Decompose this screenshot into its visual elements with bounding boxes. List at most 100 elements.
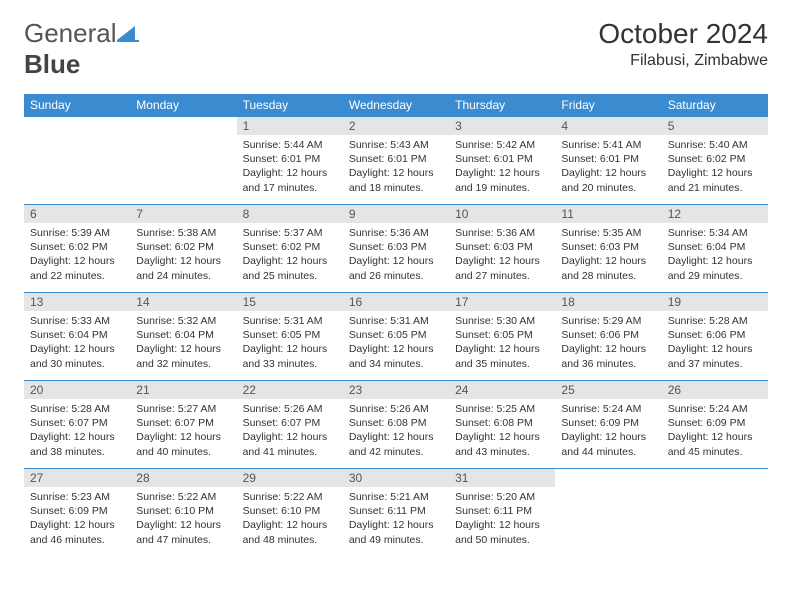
weekday-header: Wednesday: [343, 94, 449, 117]
sunset-text: Sunset: 6:08 PM: [455, 416, 549, 430]
day-number: 25: [555, 381, 661, 399]
day-number: 31: [449, 469, 555, 487]
day-number: 21: [130, 381, 236, 399]
daylight-text: Daylight: 12 hours and 26 minutes.: [349, 254, 443, 282]
calendar-cell: 15Sunrise: 5:31 AMSunset: 6:05 PMDayligh…: [237, 293, 343, 381]
calendar-cell: 29Sunrise: 5:22 AMSunset: 6:10 PMDayligh…: [237, 469, 343, 557]
sunset-text: Sunset: 6:05 PM: [349, 328, 443, 342]
sunset-text: Sunset: 6:11 PM: [349, 504, 443, 518]
day-details: Sunrise: 5:26 AMSunset: 6:08 PMDaylight:…: [343, 399, 449, 465]
calendar-cell: 25Sunrise: 5:24 AMSunset: 6:09 PMDayligh…: [555, 381, 661, 469]
sunrise-text: Sunrise: 5:29 AM: [561, 314, 655, 328]
day-number: 11: [555, 205, 661, 223]
daylight-text: Daylight: 12 hours and 18 minutes.: [349, 166, 443, 194]
day-details: Sunrise: 5:32 AMSunset: 6:04 PMDaylight:…: [130, 311, 236, 377]
calendar-cell: [130, 117, 236, 205]
day-number: 20: [24, 381, 130, 399]
day-number: 4: [555, 117, 661, 135]
sunset-text: Sunset: 6:01 PM: [561, 152, 655, 166]
calendar-cell: 31Sunrise: 5:20 AMSunset: 6:11 PMDayligh…: [449, 469, 555, 557]
calendar-cell: 5Sunrise: 5:40 AMSunset: 6:02 PMDaylight…: [662, 117, 768, 205]
sunset-text: Sunset: 6:02 PM: [668, 152, 762, 166]
daylight-text: Daylight: 12 hours and 37 minutes.: [668, 342, 762, 370]
calendar-cell: 4Sunrise: 5:41 AMSunset: 6:01 PMDaylight…: [555, 117, 661, 205]
location-label: Filabusi, Zimbabwe: [598, 52, 768, 70]
day-number: [130, 117, 236, 121]
daylight-text: Daylight: 12 hours and 42 minutes.: [349, 430, 443, 458]
sunset-text: Sunset: 6:06 PM: [561, 328, 655, 342]
day-details: Sunrise: 5:31 AMSunset: 6:05 PMDaylight:…: [237, 311, 343, 377]
day-details: Sunrise: 5:30 AMSunset: 6:05 PMDaylight:…: [449, 311, 555, 377]
calendar-row: 20Sunrise: 5:28 AMSunset: 6:07 PMDayligh…: [24, 381, 768, 469]
daylight-text: Daylight: 12 hours and 38 minutes.: [30, 430, 124, 458]
day-number: 29: [237, 469, 343, 487]
daylight-text: Daylight: 12 hours and 47 minutes.: [136, 518, 230, 546]
sunset-text: Sunset: 6:04 PM: [668, 240, 762, 254]
day-number: 8: [237, 205, 343, 223]
brand-right: Blue: [24, 49, 80, 79]
sunrise-text: Sunrise: 5:26 AM: [349, 402, 443, 416]
daylight-text: Daylight: 12 hours and 25 minutes.: [243, 254, 337, 282]
day-details: Sunrise: 5:25 AMSunset: 6:08 PMDaylight:…: [449, 399, 555, 465]
sunrise-text: Sunrise: 5:33 AM: [30, 314, 124, 328]
day-number: 15: [237, 293, 343, 311]
sunrise-text: Sunrise: 5:37 AM: [243, 226, 337, 240]
sunset-text: Sunset: 6:02 PM: [243, 240, 337, 254]
weekday-header: Sunday: [24, 94, 130, 117]
sunrise-text: Sunrise: 5:35 AM: [561, 226, 655, 240]
calendar-cell: 16Sunrise: 5:31 AMSunset: 6:05 PMDayligh…: [343, 293, 449, 381]
day-details: Sunrise: 5:22 AMSunset: 6:10 PMDaylight:…: [130, 487, 236, 553]
daylight-text: Daylight: 12 hours and 20 minutes.: [561, 166, 655, 194]
daylight-text: Daylight: 12 hours and 40 minutes.: [136, 430, 230, 458]
day-details: Sunrise: 5:27 AMSunset: 6:07 PMDaylight:…: [130, 399, 236, 465]
sunrise-text: Sunrise: 5:36 AM: [455, 226, 549, 240]
sunset-text: Sunset: 6:03 PM: [561, 240, 655, 254]
day-details: Sunrise: 5:41 AMSunset: 6:01 PMDaylight:…: [555, 135, 661, 201]
calendar-cell: 30Sunrise: 5:21 AMSunset: 6:11 PMDayligh…: [343, 469, 449, 557]
day-details: Sunrise: 5:24 AMSunset: 6:09 PMDaylight:…: [555, 399, 661, 465]
day-number: 17: [449, 293, 555, 311]
weekday-header: Monday: [130, 94, 236, 117]
sunrise-text: Sunrise: 5:31 AM: [349, 314, 443, 328]
calendar-body: 1Sunrise: 5:44 AMSunset: 6:01 PMDaylight…: [24, 117, 768, 557]
calendar-cell: [555, 469, 661, 557]
sunset-text: Sunset: 6:05 PM: [243, 328, 337, 342]
page-header: GeneralBlue October 2024 Filabusi, Zimba…: [24, 18, 768, 80]
daylight-text: Daylight: 12 hours and 45 minutes.: [668, 430, 762, 458]
sunrise-text: Sunrise: 5:28 AM: [30, 402, 124, 416]
day-details: Sunrise: 5:23 AMSunset: 6:09 PMDaylight:…: [24, 487, 130, 553]
sunset-text: Sunset: 6:08 PM: [349, 416, 443, 430]
day-details: Sunrise: 5:20 AMSunset: 6:11 PMDaylight:…: [449, 487, 555, 553]
daylight-text: Daylight: 12 hours and 41 minutes.: [243, 430, 337, 458]
calendar-cell: [24, 117, 130, 205]
sunset-text: Sunset: 6:09 PM: [30, 504, 124, 518]
day-number: 5: [662, 117, 768, 135]
calendar-cell: 1Sunrise: 5:44 AMSunset: 6:01 PMDaylight…: [237, 117, 343, 205]
sunset-text: Sunset: 6:03 PM: [349, 240, 443, 254]
calendar-head: SundayMondayTuesdayWednesdayThursdayFrid…: [24, 94, 768, 117]
day-details: Sunrise: 5:26 AMSunset: 6:07 PMDaylight:…: [237, 399, 343, 465]
calendar-cell: 11Sunrise: 5:35 AMSunset: 6:03 PMDayligh…: [555, 205, 661, 293]
day-number: 12: [662, 205, 768, 223]
daylight-text: Daylight: 12 hours and 36 minutes.: [561, 342, 655, 370]
day-number: 19: [662, 293, 768, 311]
calendar-cell: 19Sunrise: 5:28 AMSunset: 6:06 PMDayligh…: [662, 293, 768, 381]
sunrise-text: Sunrise: 5:27 AM: [136, 402, 230, 416]
sunrise-text: Sunrise: 5:20 AM: [455, 490, 549, 504]
sunset-text: Sunset: 6:01 PM: [455, 152, 549, 166]
day-details: Sunrise: 5:22 AMSunset: 6:10 PMDaylight:…: [237, 487, 343, 553]
day-number: 30: [343, 469, 449, 487]
calendar-cell: 9Sunrise: 5:36 AMSunset: 6:03 PMDaylight…: [343, 205, 449, 293]
sunrise-text: Sunrise: 5:26 AM: [243, 402, 337, 416]
sail-icon: [117, 18, 139, 36]
sunrise-text: Sunrise: 5:24 AM: [561, 402, 655, 416]
day-details: Sunrise: 5:24 AMSunset: 6:09 PMDaylight:…: [662, 399, 768, 465]
daylight-text: Daylight: 12 hours and 22 minutes.: [30, 254, 124, 282]
daylight-text: Daylight: 12 hours and 35 minutes.: [455, 342, 549, 370]
daylight-text: Daylight: 12 hours and 19 minutes.: [455, 166, 549, 194]
sunrise-text: Sunrise: 5:24 AM: [668, 402, 762, 416]
sunrise-text: Sunrise: 5:41 AM: [561, 138, 655, 152]
day-details: Sunrise: 5:21 AMSunset: 6:11 PMDaylight:…: [343, 487, 449, 553]
calendar-cell: 14Sunrise: 5:32 AMSunset: 6:04 PMDayligh…: [130, 293, 236, 381]
day-number: 14: [130, 293, 236, 311]
